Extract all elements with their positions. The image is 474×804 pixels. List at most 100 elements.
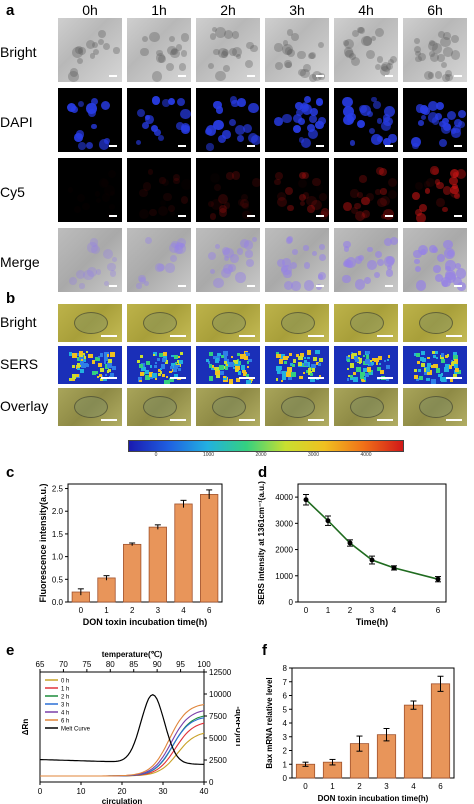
cell-spot (415, 50, 421, 57)
x-tick-label: 0 (303, 782, 308, 791)
cell-spot (167, 45, 177, 55)
y-right-tick-label: 0 (209, 778, 214, 787)
cell-spot (142, 182, 152, 191)
image-tile-merge-2 (196, 228, 260, 292)
cell-spot (376, 259, 385, 267)
cell-spot (228, 118, 237, 127)
sers-pixel (107, 363, 113, 368)
cell-spot (428, 40, 439, 51)
cell-outline (350, 396, 384, 418)
sers-tile-sers-2 (196, 346, 260, 384)
time-label-1h: 1h (151, 2, 167, 18)
cell-spot (383, 237, 393, 247)
x-bottom-axis-label: circulation (102, 797, 143, 804)
cell-spot (414, 265, 422, 273)
cell-spot (209, 33, 217, 40)
cell-spot (312, 251, 318, 257)
cell-spot (369, 128, 376, 135)
cell-spot (351, 29, 360, 38)
sers-pixel (383, 360, 387, 363)
cell-spot (91, 245, 101, 255)
cell-spot (284, 47, 292, 55)
cell-spot (423, 71, 434, 81)
cell-spot (95, 269, 101, 275)
sers-pixel (430, 365, 434, 369)
image-tile-bright-1 (127, 18, 191, 82)
cell-spot (430, 166, 439, 175)
sers-pixel (84, 363, 89, 368)
sers-pixel (244, 355, 248, 360)
sers-pixel (387, 354, 391, 358)
cell-spot (282, 258, 291, 267)
cell-spot (245, 250, 253, 258)
y-tick-label: 4 (283, 719, 288, 728)
cell-spot (450, 50, 461, 60)
cell-spot (75, 130, 84, 139)
sers-pixel (171, 354, 174, 358)
sers-pixel (366, 350, 371, 355)
cell-spot (302, 104, 313, 115)
cell-spot (319, 193, 328, 202)
cell-spot (230, 253, 239, 263)
sers-pixel (217, 352, 221, 357)
sers-pixel (137, 377, 143, 382)
x-tick-label: 1 (330, 782, 335, 791)
panel-e-letter: e (6, 642, 15, 659)
cell-spot (377, 136, 383, 142)
image-tile-dapi-1 (127, 88, 191, 152)
cell-spot (87, 242, 98, 253)
cell-spot (415, 182, 424, 191)
sers-pixel (177, 364, 181, 368)
sers-pixel (346, 378, 350, 381)
cell-spot (292, 249, 299, 256)
cell-spot (151, 96, 161, 105)
cell-spot (357, 192, 363, 198)
cell-spot (66, 102, 77, 113)
sers-pixel (371, 358, 375, 362)
cell-spot (286, 28, 294, 36)
cell-spot (95, 191, 100, 196)
scale-bar (385, 145, 393, 147)
sers-pixel (425, 377, 430, 382)
cell-spot (86, 266, 98, 278)
sers-pixel (305, 370, 309, 374)
cell-spot (383, 209, 394, 220)
sers-pixel (312, 357, 317, 362)
cell-spot (357, 26, 364, 34)
cell-outline (212, 312, 246, 334)
cell-spot (387, 265, 393, 271)
cell-spot (379, 66, 391, 77)
sers-pixel (305, 362, 310, 367)
y-tick-label: 4000 (275, 493, 293, 502)
cell-spot (289, 261, 298, 270)
cell-spot (76, 269, 86, 280)
sers-pixel (435, 368, 441, 373)
sers-pixel (360, 371, 366, 377)
cell-spot (179, 242, 186, 248)
cell-spot (74, 206, 81, 213)
sers-pixel (245, 373, 249, 377)
cell-spot (422, 106, 431, 116)
sers-pixel (355, 367, 361, 372)
cell-spot (135, 139, 142, 145)
sers-pixel (224, 359, 229, 364)
sers-pixel (246, 353, 250, 357)
sers-pixel (246, 365, 249, 369)
sers-pixel (365, 355, 370, 359)
cell-spot (424, 188, 431, 194)
cell-spot (229, 48, 237, 57)
scale-bar (170, 335, 186, 337)
x-bottom-tick-label: 0 (38, 787, 43, 796)
cell-spot (223, 202, 231, 209)
image-tile-cy5-1 (127, 158, 191, 222)
cell-spot (415, 104, 425, 113)
sers-pixel (425, 367, 431, 372)
sers-pixel (360, 378, 364, 381)
cell-spot (205, 125, 217, 136)
sers-pixel (310, 372, 314, 376)
sers-pixel (98, 374, 102, 378)
cell-spot (431, 167, 440, 176)
cell-spot (274, 178, 281, 186)
cell-spot (282, 40, 289, 46)
sers-pixel (221, 354, 225, 358)
